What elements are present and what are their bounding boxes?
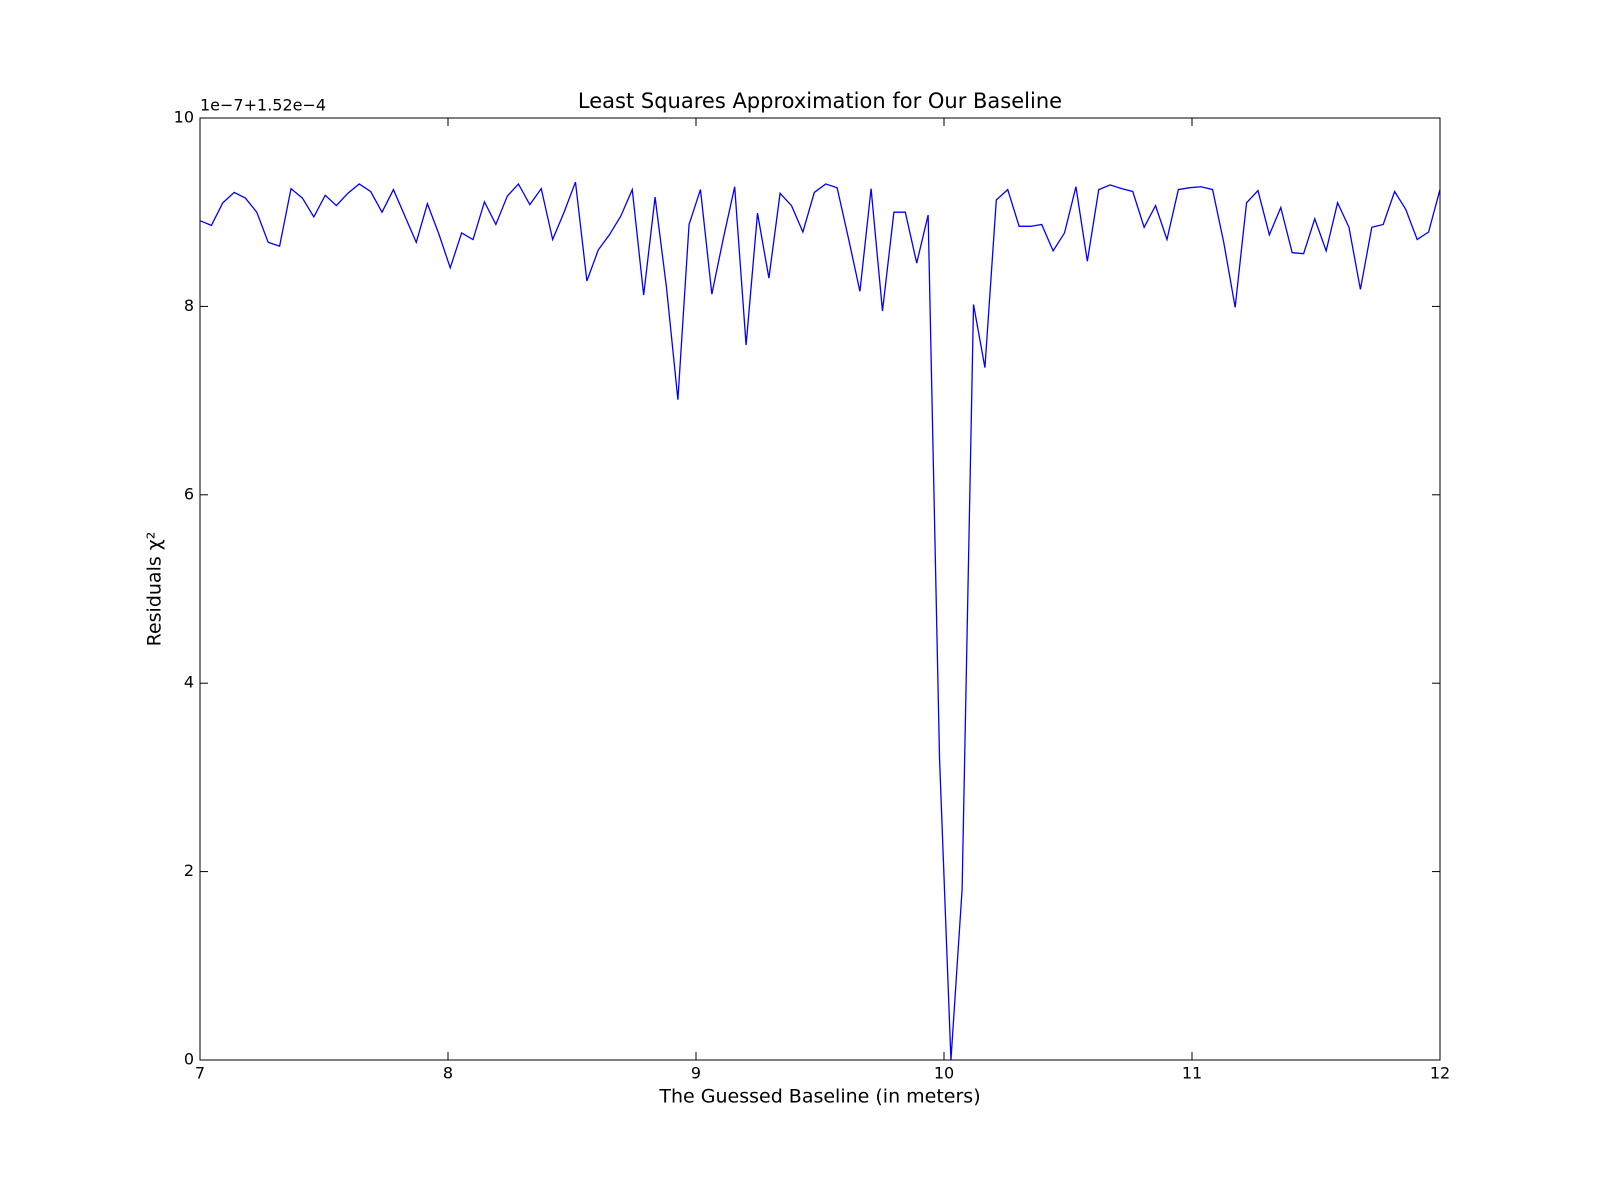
y-tick-label: 0 bbox=[184, 1050, 194, 1069]
y-axis-label: Residuals χ² bbox=[144, 532, 166, 647]
chart-title: Least Squares Approximation for Our Base… bbox=[578, 89, 1062, 113]
plot-frame bbox=[199, 117, 1441, 1061]
x-axis-label: The Guessed Baseline (in meters) bbox=[658, 1086, 980, 1108]
x-tick-label: 12 bbox=[1430, 1064, 1450, 1083]
x-tick-label: 7 bbox=[195, 1064, 205, 1083]
y-tick-label: 2 bbox=[184, 861, 194, 880]
y-offset-label: 1e−7+1.52e−4 bbox=[200, 96, 326, 115]
x-tick-label: 9 bbox=[691, 1064, 701, 1083]
x-tick-label: 11 bbox=[1182, 1064, 1202, 1083]
y-tick-label: 10 bbox=[174, 108, 194, 127]
x-tick-label: 8 bbox=[443, 1064, 453, 1083]
y-tick-label: 6 bbox=[184, 484, 194, 503]
data-line bbox=[199, 181, 1441, 1061]
y-tick-label: 4 bbox=[184, 673, 194, 692]
x-tick-label: 10 bbox=[934, 1064, 954, 1083]
y-tick-label: 8 bbox=[184, 296, 194, 315]
